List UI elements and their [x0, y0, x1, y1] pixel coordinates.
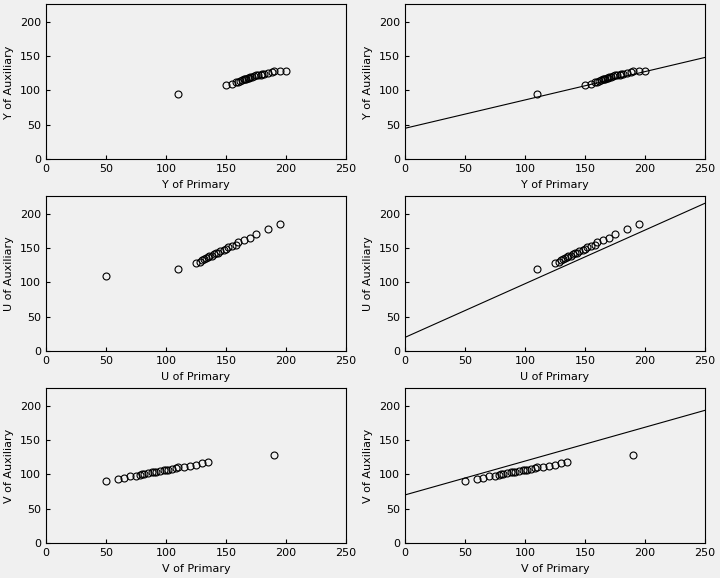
Y-axis label: U of Auxiliary: U of Auxiliary [364, 236, 374, 311]
X-axis label: U of Primary: U of Primary [521, 372, 590, 381]
Y-axis label: U of Auxiliary: U of Auxiliary [4, 236, 14, 311]
X-axis label: Y of Primary: Y of Primary [521, 180, 589, 190]
X-axis label: U of Primary: U of Primary [161, 372, 230, 381]
X-axis label: Y of Primary: Y of Primary [162, 180, 230, 190]
Y-axis label: V of Auxiliary: V of Auxiliary [364, 429, 374, 503]
X-axis label: V of Primary: V of Primary [162, 564, 230, 573]
Y-axis label: Y of Auxiliary: Y of Auxiliary [364, 45, 374, 118]
X-axis label: V of Primary: V of Primary [521, 564, 589, 573]
Y-axis label: V of Auxiliary: V of Auxiliary [4, 429, 14, 503]
Y-axis label: Y of Auxiliary: Y of Auxiliary [4, 45, 14, 118]
